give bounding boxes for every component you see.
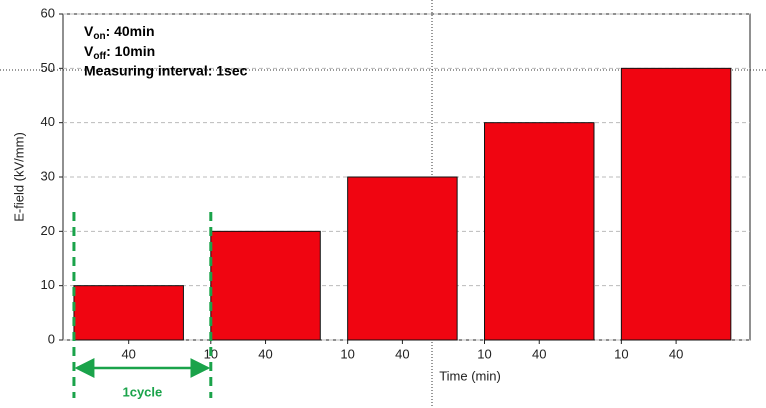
cycle-label: 1cycle bbox=[122, 384, 162, 399]
annotation-suffix: : 10min bbox=[106, 43, 155, 59]
bar bbox=[620, 67, 732, 341]
annotation-sub: on bbox=[93, 31, 105, 42]
y-tick-label: 50 bbox=[41, 60, 55, 75]
annotation-main: V bbox=[84, 43, 94, 59]
bar bbox=[210, 230, 321, 341]
x-tick-label: 40 bbox=[669, 346, 683, 361]
x-tick-label: 10 bbox=[614, 346, 628, 361]
bar bbox=[347, 176, 458, 341]
annotation: Von: 40min bbox=[84, 23, 155, 42]
annotation-sub: off bbox=[93, 51, 106, 62]
x-tick-label: 10 bbox=[340, 346, 354, 361]
y-tick-label: 0 bbox=[48, 331, 55, 346]
y-tick-label: 30 bbox=[41, 168, 55, 183]
x-tick-label: 40 bbox=[532, 346, 546, 361]
x-axis-label: Time (min) bbox=[439, 368, 501, 383]
bar bbox=[484, 122, 595, 341]
bar bbox=[73, 285, 184, 341]
y-tick-label: 20 bbox=[41, 223, 55, 238]
y-tick-label: 40 bbox=[41, 114, 55, 129]
x-tick-label: 40 bbox=[258, 346, 272, 361]
x-tick-label: 40 bbox=[395, 346, 409, 361]
annotation: Measuring interval: 1sec bbox=[84, 63, 248, 79]
y-tick-label: 10 bbox=[41, 277, 55, 292]
annotation-main: V bbox=[84, 23, 94, 39]
annotation-suffix: : 40min bbox=[106, 23, 155, 39]
y-axis-label: E-field (kV/mm) bbox=[11, 132, 26, 222]
x-tick-label: 10 bbox=[477, 346, 491, 361]
y-tick-label: 60 bbox=[41, 5, 55, 20]
annotation: Voff: 10min bbox=[84, 43, 155, 62]
x-tick-label: 40 bbox=[121, 346, 135, 361]
